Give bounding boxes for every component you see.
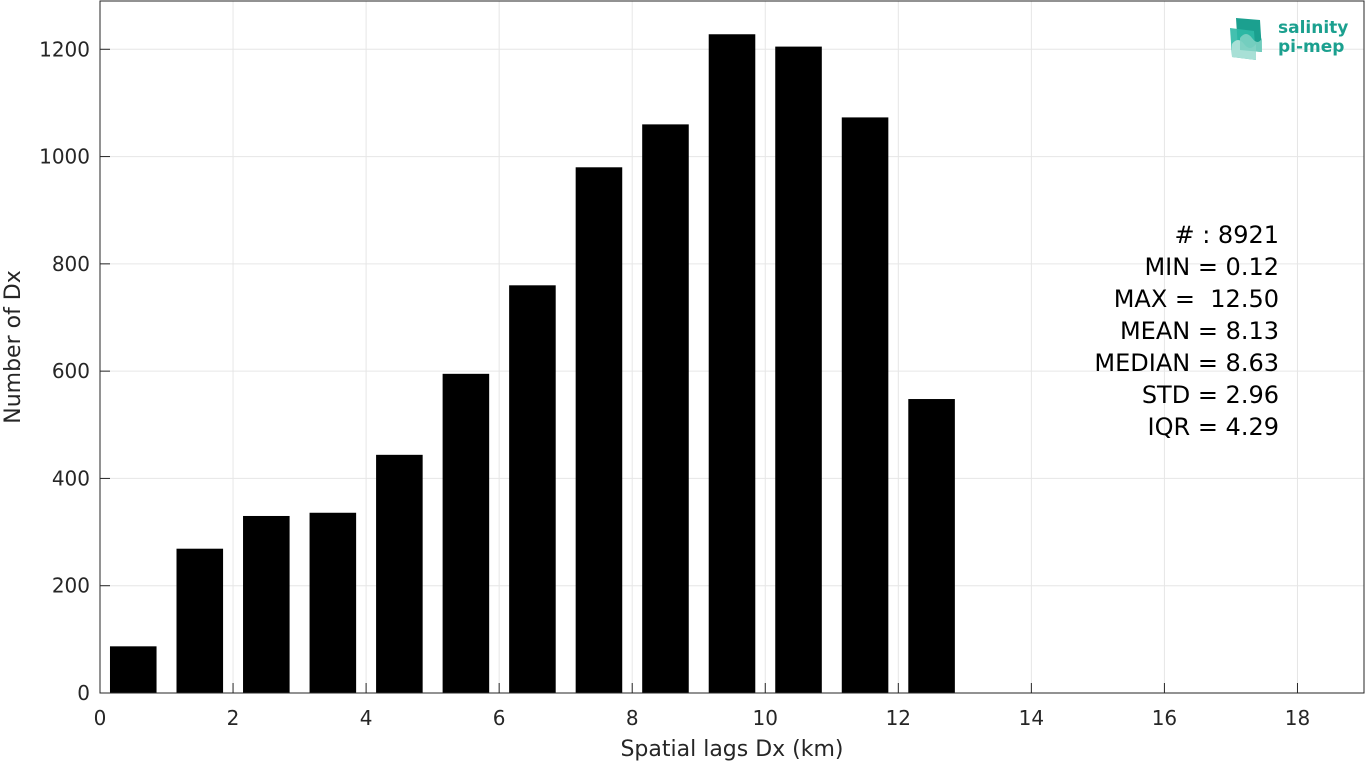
- histogram-bar: [575, 167, 623, 694]
- logo-text-line2: pi-mep: [1278, 37, 1344, 57]
- x-tick-label: 4: [360, 706, 373, 730]
- stat-line: # : 8921: [1174, 221, 1279, 249]
- histogram-bar: [376, 454, 423, 693]
- histogram-bar: [775, 46, 822, 693]
- stat-line: MEAN = 8.13: [1120, 317, 1279, 345]
- bars: [109, 34, 955, 694]
- logo-text-line1: salinity: [1278, 18, 1348, 38]
- stat-line: MAX = 12.50: [1114, 285, 1279, 313]
- x-axis-label: Spatial lags Dx (km): [620, 737, 843, 762]
- plot-area-frame: [99, 0, 1365, 694]
- logo-waves-icon: [1230, 18, 1262, 60]
- statistics-annotation: # : 8921 MIN = 0.12 MAX = 12.50 MEAN = 8.13…: [1094, 221, 1279, 441]
- y-axis-ticks: 0 200 400 600 800 1000 1200: [39, 37, 110, 705]
- y-tick-label: 200: [52, 574, 90, 598]
- histogram-bar: [708, 34, 756, 694]
- y-tick-label: 1000: [39, 145, 90, 169]
- x-tick-label: 0: [94, 706, 107, 730]
- y-tick-label: 0: [77, 681, 90, 705]
- stat-line: MEDIAN = 8.63: [1094, 349, 1279, 377]
- stat-line: STD = 2.96: [1142, 381, 1279, 409]
- x-tick-label: 10: [753, 706, 778, 730]
- x-tick-label: 18: [1285, 706, 1310, 730]
- x-tick-label: 16: [1152, 706, 1177, 730]
- histogram-bar: [109, 646, 157, 693]
- x-tick-label: 6: [493, 706, 506, 730]
- stat-line: IQR = 4.29: [1148, 413, 1279, 441]
- histogram-bar: [642, 124, 689, 694]
- x-tick-label: 2: [227, 706, 240, 730]
- x-tick-label: 12: [886, 706, 911, 730]
- histogram-bar: [442, 373, 490, 693]
- y-tick-label: 600: [52, 359, 90, 383]
- y-tick-label: 400: [52, 466, 90, 490]
- histogram-bar: [176, 548, 224, 693]
- salinity-pi-mep-logo: salinity pi-mep: [1230, 18, 1348, 60]
- stat-line: MIN = 0.12: [1144, 253, 1279, 281]
- x-tick-label: 14: [1019, 706, 1044, 730]
- x-axis-ticks: 0 2 4 6 8 10 12 14 16 18: [94, 683, 1310, 730]
- histogram-bar: [309, 512, 357, 693]
- x-tick-label: 8: [626, 706, 639, 730]
- histogram-bar: [509, 285, 556, 693]
- histogram-bar: [841, 117, 889, 694]
- y-axis-label: Number of Dx: [1, 270, 26, 424]
- y-tick-label: 800: [52, 252, 90, 276]
- histogram-bar: [243, 515, 290, 693]
- histogram-bar: [908, 399, 955, 693]
- y-tick-label: 1200: [39, 37, 90, 61]
